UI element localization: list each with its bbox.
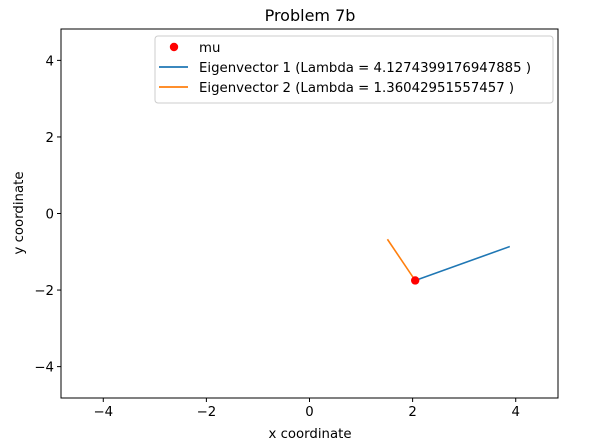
eigenvector-1-line [414,245,511,282]
x-axis: −4 −2 0 2 4 [93,398,520,420]
y-tick-label: −2 [34,284,54,299]
x-tick-label: 0 [305,405,313,420]
x-tick-label: −4 [93,405,113,420]
x-axis-label: x coordinate [268,427,351,442]
mu-point [410,276,420,285]
legend-label: Eigenvector 1 (Lambda = 4.12743991769478… [199,61,531,76]
y-axis: 4 2 0 −2 −4 [34,54,61,376]
y-tick-label: −4 [34,361,54,376]
legend-swatch-mu [169,42,179,52]
x-tick-label: −2 [197,405,217,420]
y-tick-label: 0 [46,208,54,223]
y-axis-label: y coordinate [12,171,27,254]
legend-box [154,35,554,104]
y-tick-label: 4 [46,54,54,69]
chart-marks [386,238,511,285]
legend: mu Eigenvector 1 (Lambda = 4.127439917694… [154,35,554,104]
chart-title: Problem 7b [265,6,356,25]
legend-label: mu [199,41,220,56]
x-tick-label: 4 [511,405,519,420]
y-tick-label: 2 [46,131,54,146]
legend-label: Eigenvector 2 (Lambda = 1.36042951557457… [199,81,514,96]
x-tick-label: 2 [408,405,416,420]
eigenvector-2-line [386,238,417,282]
